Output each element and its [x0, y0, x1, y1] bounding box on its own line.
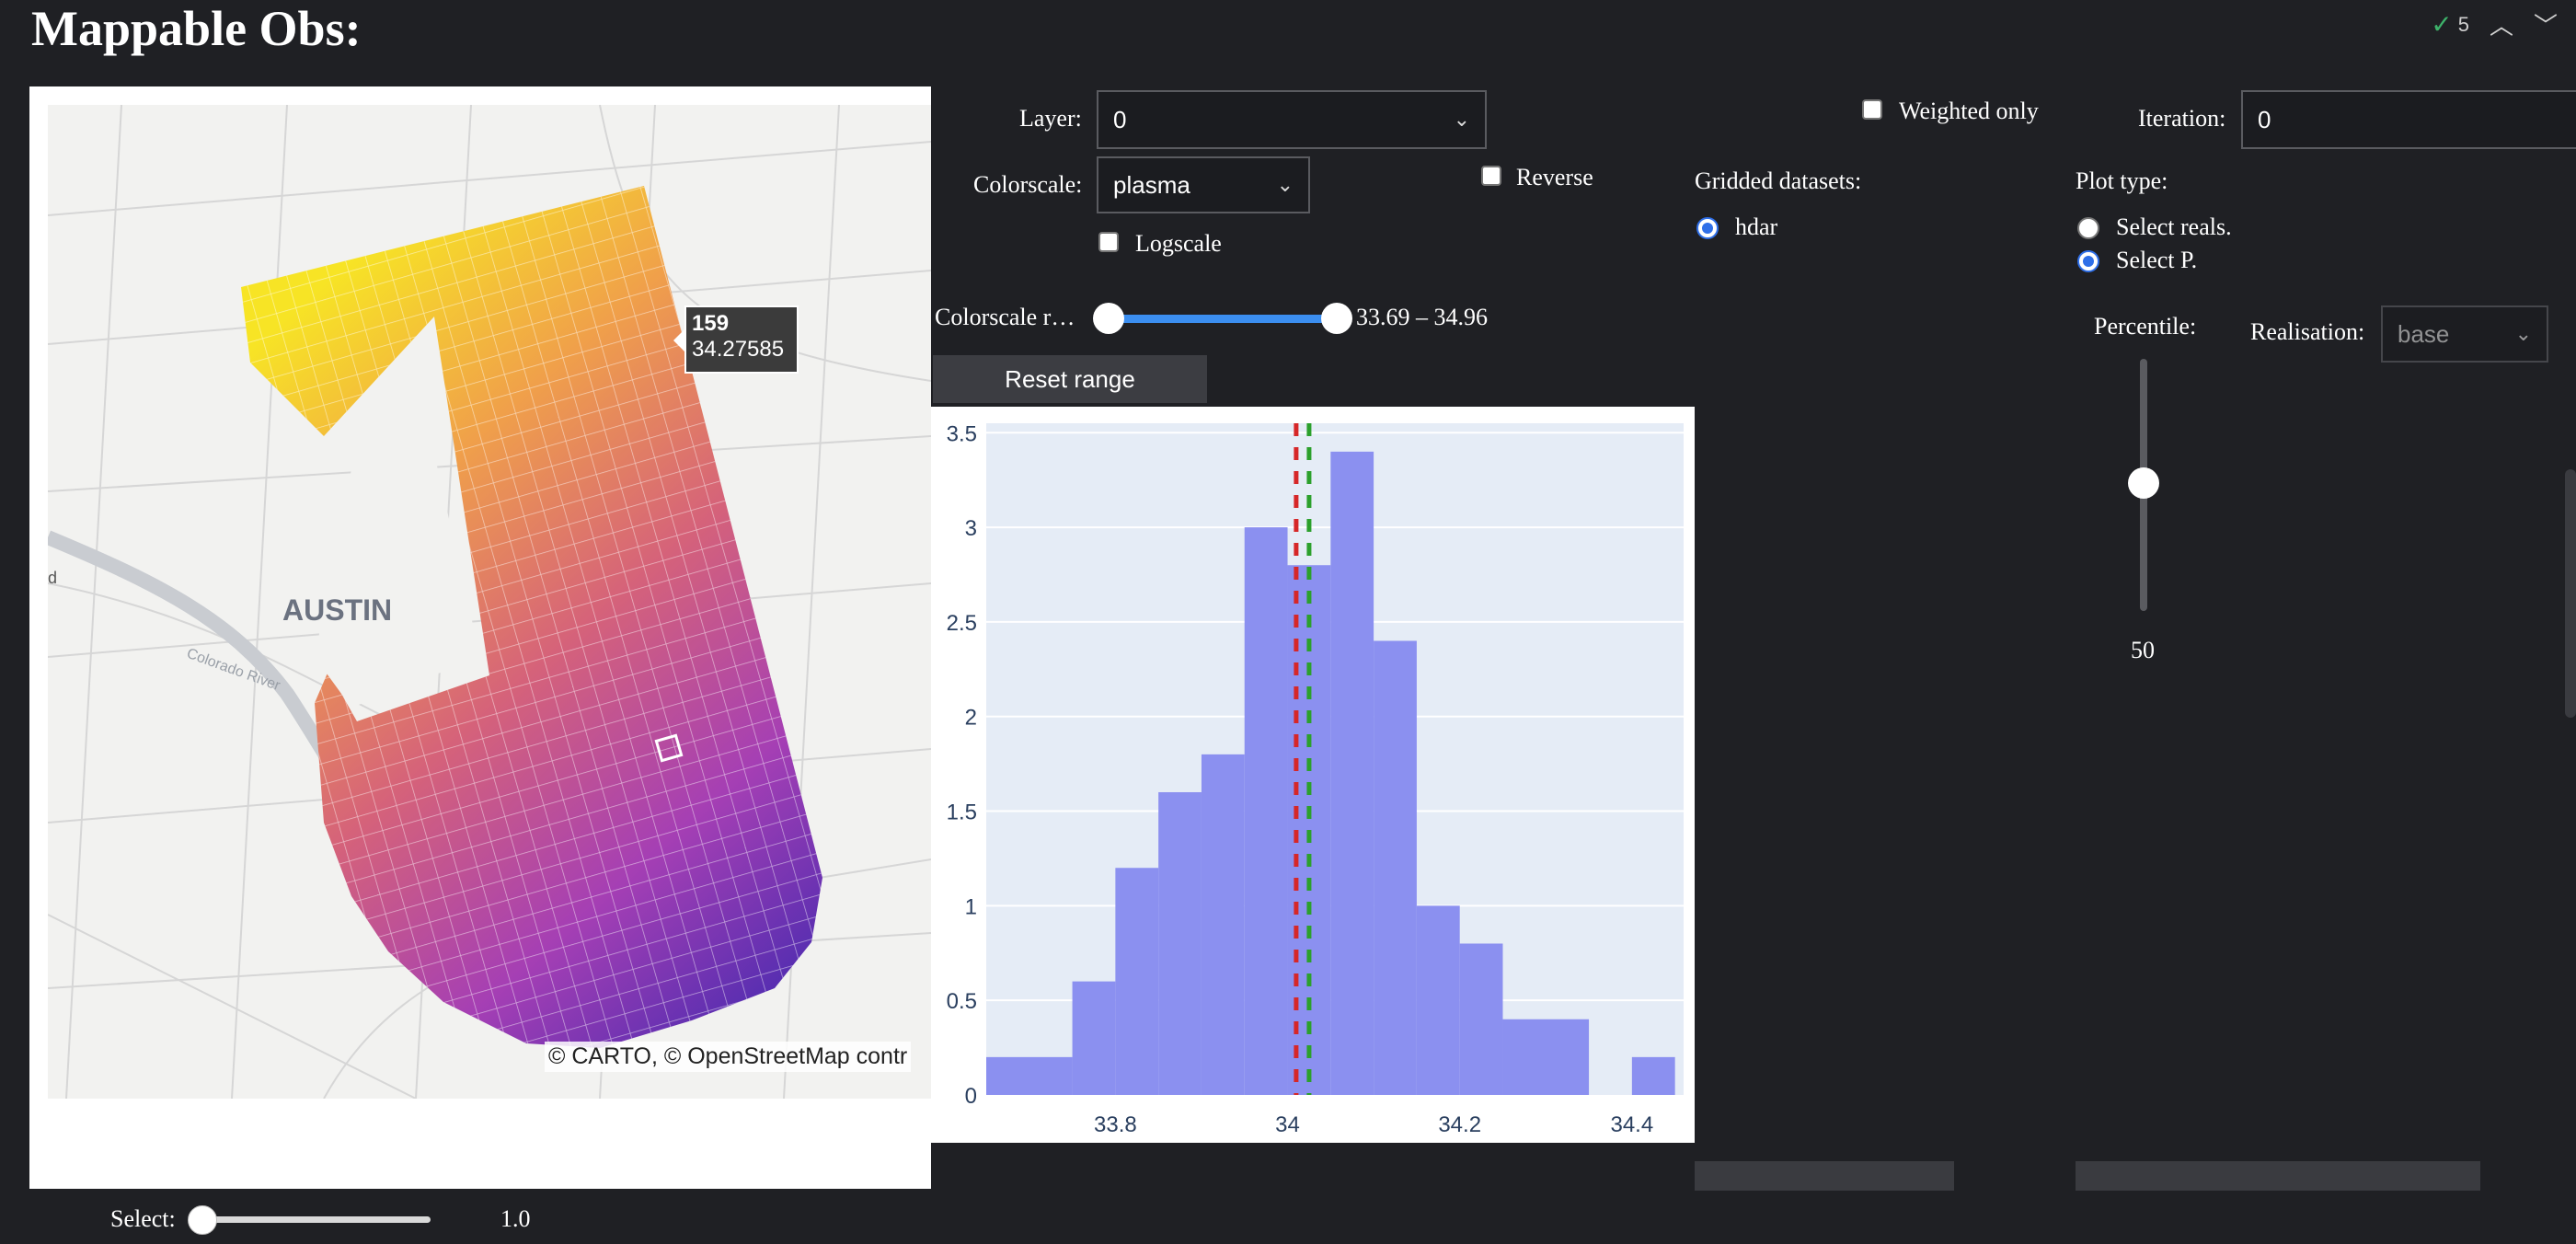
- histogram-bar[interactable]: [1244, 527, 1288, 1095]
- logscale-label: Logscale: [1135, 230, 1222, 257]
- map-view[interactable]: Colorado River d AUSTIN 159 34.27585 © C…: [48, 105, 931, 1099]
- y-tick-label: 3: [965, 516, 977, 541]
- histogram-bar[interactable]: [1158, 791, 1202, 1095]
- select-value: 1.0: [500, 1205, 531, 1232]
- plot-type-label: Plot type:: [2076, 167, 2168, 194]
- map-attribution[interactable]: © CARTO, © OpenStreetMap contr: [545, 1042, 912, 1072]
- y-tick-label: 2.5: [947, 611, 977, 636]
- percentile-value: 50: [2131, 637, 2155, 663]
- select-slider-handle[interactable]: [188, 1205, 217, 1235]
- percentile-slider-handle[interactable]: [2128, 467, 2159, 499]
- histogram-bar[interactable]: [1416, 905, 1460, 1095]
- grid-cell-lines: [241, 186, 822, 1048]
- colorscale-range-value: 33.69 – 34.96: [1356, 304, 1488, 330]
- iteration-input[interactable]: 0: [2241, 90, 2576, 149]
- chevron-down-icon: ⌄: [1453, 108, 1470, 131]
- reset-range-button[interactable]: Reset range: [933, 355, 1207, 403]
- gridded-option-label: hdar: [1735, 213, 1778, 240]
- map-svg[interactable]: Colorado River d AUSTIN: [48, 105, 931, 1099]
- select-slider-track[interactable]: [190, 1216, 431, 1223]
- y-tick-label: 3.5: [947, 421, 977, 446]
- check-icon: ✓: [2431, 10, 2453, 39]
- selected-cell[interactable]: [654, 733, 684, 763]
- colorscale-range-min-handle[interactable]: [1093, 303, 1124, 334]
- histogram-bar[interactable]: [1201, 754, 1245, 1095]
- plot-type-option-reals: Select reals.: [2116, 213, 2232, 240]
- select-label: Select:: [110, 1205, 176, 1232]
- y-tick-label: 0: [965, 1084, 977, 1109]
- histogram-bar[interactable]: [1459, 943, 1503, 1095]
- reverse-label: Reverse: [1516, 164, 1593, 190]
- x-tick-label: 34.4: [1610, 1112, 1653, 1137]
- plot-type-option-p: Select P.: [2116, 247, 2198, 273]
- x-tick-label: 33.8: [1094, 1112, 1137, 1137]
- x-tick-label: 34.2: [1438, 1112, 1481, 1137]
- histogram-bar[interactable]: [1330, 451, 1374, 1095]
- histogram-bar[interactable]: [1374, 640, 1417, 1095]
- tooltip-value: 34.27585: [692, 337, 785, 362]
- weighted-only-checkbox[interactable]: [1862, 99, 1882, 120]
- placeholder-bar-right: [2076, 1161, 2480, 1191]
- x-tick-label: 34: [1275, 1112, 1300, 1137]
- map-tooltip: 159 34.27585: [684, 305, 799, 374]
- top-status: ✓ 5 ︿ ﹀: [2431, 7, 2558, 41]
- grid-hole: [315, 413, 480, 708]
- histogram-bar[interactable]: [1115, 868, 1159, 1095]
- placeholder-bar-left: [1695, 1161, 1954, 1191]
- layer-select-value: 0: [1113, 105, 1127, 133]
- iteration-input-value: 0: [2258, 105, 2271, 133]
- reverse-checkbox[interactable]: [1481, 166, 1501, 186]
- page-title: Mappable Obs:: [31, 1, 362, 56]
- colorscale-range-track[interactable]: [1108, 315, 1338, 323]
- colorscale-range-label: Colorscale r…: [935, 304, 1075, 330]
- histogram-chart[interactable]: 0 0.5 1 1.5 2 2.5 3 3.5 33.8 34 34.2 34.4: [931, 407, 1695, 1143]
- y-tick-label: 2: [965, 706, 977, 731]
- map-edge-label: d: [48, 569, 57, 587]
- realisation-select-value: base: [2398, 319, 2450, 348]
- percentile-label: Percentile:: [2094, 313, 2197, 340]
- colorscale-select[interactable]: plasma ⌄: [1097, 156, 1310, 213]
- chevron-down-icon: ⌄: [2514, 322, 2532, 345]
- histogram-bar[interactable]: [1072, 981, 1116, 1095]
- realisation-label: Realisation:: [2250, 318, 2365, 345]
- layer-label: Layer:: [1019, 105, 1082, 132]
- map-tooltip-pointer: [673, 329, 684, 351]
- y-tick-label: 1: [965, 894, 977, 919]
- y-tick-label: 1.5: [947, 801, 977, 825]
- chevron-up-icon[interactable]: ︿: [2489, 12, 2513, 40]
- check-count: 5: [2457, 12, 2469, 36]
- chevron-down-icon: ⌄: [1276, 173, 1294, 196]
- plot-type-radio-reals[interactable]: [2077, 217, 2099, 239]
- logscale-checkbox[interactable]: [1098, 232, 1119, 252]
- histogram-bar[interactable]: [1631, 1056, 1675, 1095]
- histogram-bar[interactable]: [986, 1056, 1073, 1095]
- y-tick-label: 0.5: [947, 989, 977, 1014]
- histogram-bar[interactable]: [1502, 1019, 1590, 1095]
- colorscale-label: Colorscale:: [973, 171, 1083, 198]
- weighted-only-label: Weighted only: [1899, 98, 2039, 124]
- colorscale-range-max-handle[interactable]: [1321, 303, 1352, 334]
- histogram-panel: 0 0.5 1 1.5 2 2.5 3 3.5 33.8 34 34.2 34.4: [931, 407, 1695, 1143]
- gridded-datasets-label: Gridded datasets:: [1695, 167, 1862, 194]
- iteration-label: Iteration:: [2138, 105, 2226, 132]
- layer-select[interactable]: 0 ⌄: [1097, 90, 1487, 149]
- plot-type-radio-p[interactable]: [2077, 250, 2099, 272]
- gridded-radio-hdar[interactable]: [1696, 217, 1719, 239]
- colorscale-select-value: plasma: [1113, 170, 1190, 199]
- page-scrollbar[interactable]: [2565, 469, 2576, 718]
- check-status[interactable]: ✓ 5: [2431, 9, 2469, 40]
- chevron-down-icon[interactable]: ﹀: [2533, 12, 2558, 40]
- realisation-select[interactable]: base ⌄: [2381, 305, 2548, 363]
- city-label: AUSTIN: [282, 593, 392, 627]
- tooltip-id: 159: [692, 311, 730, 336]
